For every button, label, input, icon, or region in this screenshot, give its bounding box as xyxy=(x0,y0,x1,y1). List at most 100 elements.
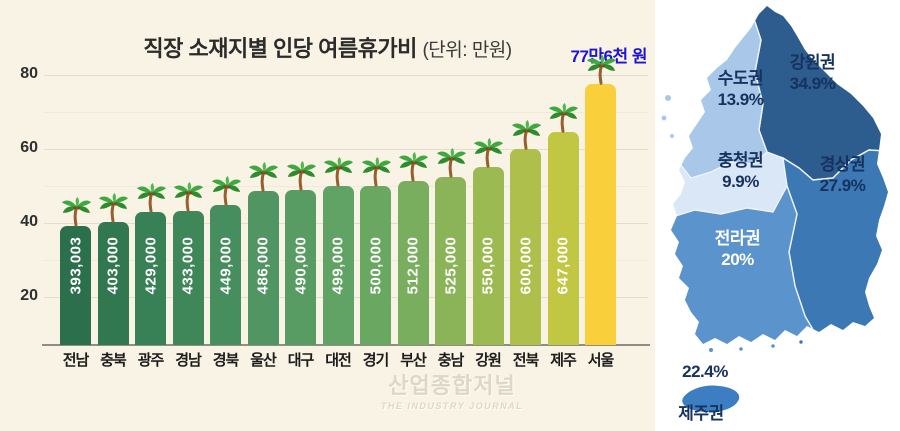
palm-tree-icon xyxy=(248,162,278,192)
palm-tree-icon xyxy=(398,152,428,183)
x-axis-category-label: 대전 xyxy=(325,352,352,369)
palm-tree-icon xyxy=(173,181,203,212)
region-value: 22.4% xyxy=(682,362,728,381)
island-south-icon xyxy=(739,347,743,351)
gridline xyxy=(44,148,648,150)
bar: 486,000 xyxy=(247,162,279,345)
watermark-english: THE INDUSTRY JOURNAL xyxy=(380,401,524,411)
bar: 512,000 xyxy=(397,152,429,345)
map-label-jeju-name: 제주권 xyxy=(661,403,741,424)
island-south-icon xyxy=(771,344,775,348)
region-value: 34.9% xyxy=(789,74,836,93)
palm-tree-icon xyxy=(473,138,503,169)
bar: 525,000 xyxy=(435,147,466,345)
x-axis-category-label: 충남 xyxy=(437,352,465,369)
bar-value-label: 486,000 xyxy=(254,236,272,294)
x-axis-category-label: 광주 xyxy=(137,352,165,369)
map-label-gangwon: 강원권 34.9% xyxy=(765,52,860,94)
bar: 433,000 xyxy=(172,181,204,345)
bar: 499,000 xyxy=(322,157,354,345)
bar-value-label: 550,000 xyxy=(479,236,497,294)
island-west-icon xyxy=(661,115,667,121)
x-axis-category-label: 제주 xyxy=(550,352,577,369)
palm-tree-icon xyxy=(61,196,91,227)
palm-tree-icon xyxy=(586,54,616,85)
region-value: 20% xyxy=(721,250,754,269)
region-value: 13.9% xyxy=(717,90,764,109)
palm-tree-icon xyxy=(323,157,353,188)
x-axis-category-label: 서울 xyxy=(587,352,615,369)
bar: 429,000 xyxy=(135,183,166,345)
bar-value-label: 647,000 xyxy=(554,236,572,294)
x-axis-category-label: 전북 xyxy=(512,352,540,369)
chart-title: 직장 소재지별 인당 여름휴가비 (단위: 만원) xyxy=(30,31,625,63)
region-jeolla xyxy=(671,184,829,344)
bar-value-label: 499,000 xyxy=(329,236,347,294)
bar-value-label: 403,000 xyxy=(104,236,122,294)
korea-map xyxy=(661,6,888,413)
bar-value-label: 393,003 xyxy=(67,236,85,294)
y-axis-tick-label: 40 xyxy=(20,212,38,230)
map-label-jeju-value: 22.4% xyxy=(665,361,745,382)
palm-tree-icon xyxy=(286,160,316,191)
bar xyxy=(585,54,616,345)
island-west-icon xyxy=(665,95,671,101)
y-axis-tick-label: 60 xyxy=(20,138,38,156)
island-south-icon xyxy=(799,340,803,344)
watermark: 산업종합저널 THE INDUSTRY JOURNAL xyxy=(322,368,582,411)
x-axis-category-label: 대구 xyxy=(287,352,315,369)
chart-panel: 직장 소재지별 인당 여름휴가비 (단위: 만원) 77만6천 원 20 40 60… xyxy=(0,0,655,431)
bar-value-label: 433,000 xyxy=(179,236,197,294)
palm-tree-icon xyxy=(98,192,128,223)
bar-value-label: 525,000 xyxy=(442,236,460,294)
watermark-korean: 산업종합저널 xyxy=(388,373,516,398)
x-axis-category-label: 충북 xyxy=(100,352,127,369)
bar-value-label: 490,000 xyxy=(292,236,310,294)
bar-value-label: 500,000 xyxy=(367,236,385,294)
y-axis-tick-label: 80 xyxy=(20,64,38,82)
bar-value-label: 429,000 xyxy=(142,236,160,294)
bar-value-label: 600,000 xyxy=(517,236,535,294)
bar: 490,000 xyxy=(285,160,316,345)
map-label-gyeongsang: 경상권 27.9% xyxy=(795,154,890,196)
region-name: 강원권 xyxy=(789,53,836,72)
bar: 647,000 xyxy=(547,102,579,345)
x-axis-category-label: 강원 xyxy=(475,352,502,369)
palm-tree-icon xyxy=(548,102,578,133)
x-axis-category-label: 전남 xyxy=(62,352,90,369)
region-name: 충청권 xyxy=(717,151,764,170)
region-name: 수도권 xyxy=(717,69,764,88)
region-name: 제주권 xyxy=(678,404,724,423)
bar-value-label: 449,000 xyxy=(217,236,235,294)
x-axis-category-label: 경남 xyxy=(175,352,202,369)
x-axis-line xyxy=(42,344,650,346)
region-name: 경상권 xyxy=(819,155,866,174)
gridline xyxy=(44,111,648,113)
map-label-jeolla: 전라권 20% xyxy=(690,228,785,270)
chart-unit-label: (단위: 만원) xyxy=(422,39,512,61)
plot-area: 20 40 60 80 393,003 전남 403,000 충북 429,000 광주 433,0… xyxy=(20,54,650,369)
x-axis-category-label: 울산 xyxy=(250,352,277,369)
island-west-icon xyxy=(670,134,674,138)
bar: 449,000 xyxy=(210,175,241,345)
palm-tree-icon xyxy=(361,156,391,187)
bar: 600,000 xyxy=(510,119,541,345)
chart-title-text: 직장 소재지별 인당 여름휴가비 xyxy=(143,35,417,61)
bar: 500,000 xyxy=(360,156,391,345)
region-value: 9.9% xyxy=(722,172,759,191)
palm-tree-icon xyxy=(511,119,541,150)
bar-value-label: 512,000 xyxy=(404,236,422,294)
y-axis-tick-label: 20 xyxy=(20,286,38,304)
region-jeju xyxy=(682,385,740,413)
x-axis-category-label: 경기 xyxy=(362,352,390,369)
map-panel: 수도권 13.9% 강원권 34.9% 충청권 9.9% 경상권 27.9% 전… xyxy=(655,0,900,431)
region-name: 전라권 xyxy=(714,229,761,248)
bar: 550,000 xyxy=(472,138,504,345)
bar: 393,003 xyxy=(60,196,91,345)
palm-tree-icon xyxy=(211,175,241,206)
map-label-chungcheong: 충청권 9.9% xyxy=(693,150,788,192)
region-value: 27.9% xyxy=(819,176,866,195)
palm-tree-icon xyxy=(136,183,166,213)
island-south-icon xyxy=(709,348,713,352)
